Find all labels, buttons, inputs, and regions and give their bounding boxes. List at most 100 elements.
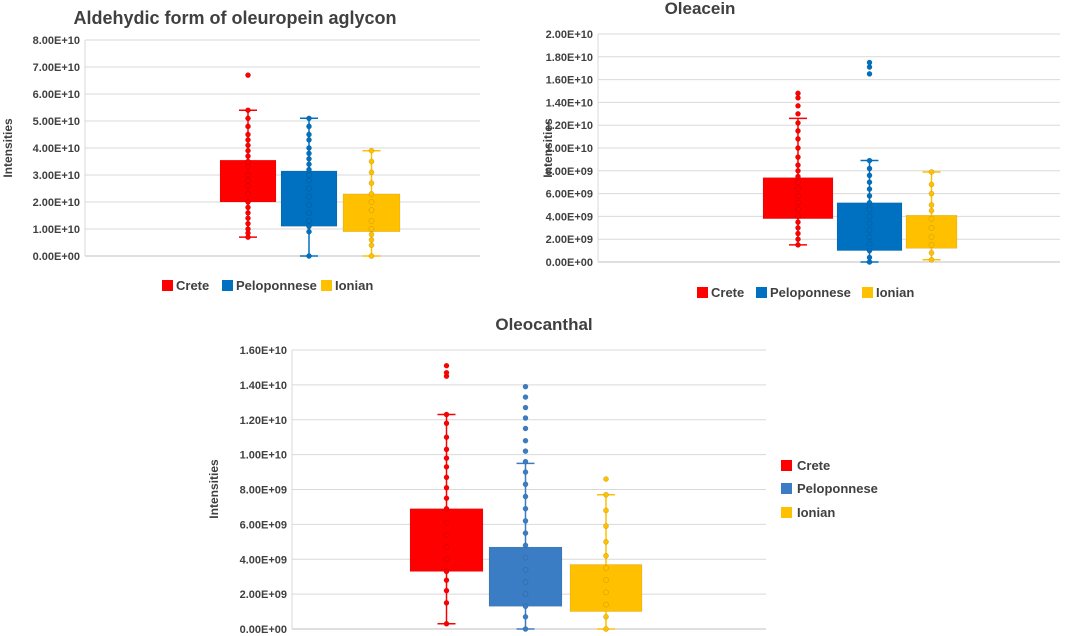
y-tick-label: 2.00E+09 <box>240 589 287 601</box>
y-tick-label: 4.00E+09 <box>240 554 287 566</box>
data-point <box>443 587 450 594</box>
y-tick-label: 8.00E+10 <box>33 35 80 47</box>
data-point <box>928 169 935 175</box>
data-point <box>866 254 873 261</box>
data-point <box>245 172 251 178</box>
data-point <box>368 207 375 213</box>
y-tick-label: 1.40E+10 <box>240 380 287 392</box>
data-point <box>368 199 375 205</box>
legend-label-peloponnese: Peloponnese <box>236 278 317 293</box>
legend-swatch-crete <box>697 287 708 298</box>
data-point <box>795 179 801 185</box>
data-point <box>522 613 529 620</box>
data-point <box>522 603 529 610</box>
legend-swatch-peloponnese <box>781 483 792 494</box>
data-point <box>603 613 609 620</box>
data-point <box>306 185 312 192</box>
data-point <box>522 458 529 465</box>
data-point <box>795 236 801 242</box>
data-point <box>928 190 935 197</box>
data-point <box>603 577 609 583</box>
data-point <box>866 186 873 192</box>
series-crete <box>409 362 484 627</box>
data-point <box>306 228 312 235</box>
data-point <box>245 204 251 211</box>
data-point <box>306 209 312 216</box>
data-point <box>443 362 450 369</box>
data-point <box>603 523 609 529</box>
legend: Crete Peloponnese Ionian <box>697 285 914 300</box>
legend-swatch-ionian <box>781 507 792 518</box>
y-tick-label: 2.00E+10 <box>33 197 80 209</box>
data-point <box>795 120 801 126</box>
series-peloponnese <box>836 59 903 265</box>
y-tick-label: 0.00E+00 <box>546 257 593 269</box>
data-point <box>795 103 801 109</box>
y-tick-label: 1.20E+10 <box>240 415 287 427</box>
y-tick-label: 6.00E+09 <box>546 189 593 201</box>
data-point <box>795 186 801 192</box>
data-point <box>368 147 375 154</box>
data-point <box>245 220 251 227</box>
data-point <box>306 155 312 162</box>
data-point <box>866 227 873 233</box>
data-point <box>522 542 529 549</box>
data-point <box>928 181 935 188</box>
data-point <box>866 193 873 199</box>
data-point <box>866 179 873 185</box>
y-tick-label: 1.80E+10 <box>546 52 593 64</box>
box-crete <box>409 508 484 572</box>
data-point <box>795 206 801 213</box>
data-point <box>795 128 801 134</box>
data-point <box>443 420 450 427</box>
data-point <box>245 147 251 154</box>
legend: Crete Peloponnese Ionian <box>162 278 373 293</box>
data-point <box>603 626 609 632</box>
legend-swatch-ionian <box>321 280 332 291</box>
data-point <box>603 565 609 571</box>
data-point <box>522 437 529 444</box>
data-point <box>306 131 312 138</box>
data-point <box>928 234 935 240</box>
data-point <box>368 253 375 259</box>
data-point <box>795 199 801 206</box>
data-point <box>603 507 609 514</box>
y-axis-label: Intensities <box>1 118 15 178</box>
data-point <box>603 491 609 498</box>
data-point <box>928 207 935 214</box>
data-point <box>928 224 935 231</box>
series-crete <box>762 90 834 248</box>
data-point <box>522 518 529 524</box>
data-point <box>368 180 375 186</box>
data-point <box>522 566 529 573</box>
series-crete <box>219 72 277 240</box>
legend-swatch-ionian <box>862 287 873 298</box>
data-point <box>795 111 801 117</box>
data-point <box>306 193 312 200</box>
data-point <box>443 568 450 575</box>
y-tick-label: 0.00E+00 <box>33 251 80 263</box>
data-point <box>866 165 873 172</box>
data-point <box>245 191 251 197</box>
legend: Crete Peloponnese Ionian <box>781 458 878 520</box>
data-point <box>522 415 529 421</box>
data-point <box>522 554 529 561</box>
y-tick-label: 2.00E+10 <box>546 29 593 41</box>
y-tick-label: 1.00E+10 <box>33 224 80 236</box>
data-point <box>245 226 251 232</box>
data-point <box>443 446 450 453</box>
data-point <box>795 173 801 180</box>
data-point <box>306 115 312 122</box>
data-point <box>245 209 251 216</box>
legend-label-ionian: Ionian <box>876 285 914 300</box>
y-axis-label: Intensities <box>207 459 221 519</box>
data-point <box>245 72 251 78</box>
data-point <box>522 425 529 432</box>
data-point <box>795 193 801 199</box>
legend-label-ionian: Ionian <box>335 278 373 293</box>
data-point <box>522 469 529 475</box>
data-point <box>443 519 450 526</box>
data-point <box>245 115 251 122</box>
y-tick-label: 4.00E+10 <box>33 143 80 155</box>
data-point <box>795 219 801 225</box>
